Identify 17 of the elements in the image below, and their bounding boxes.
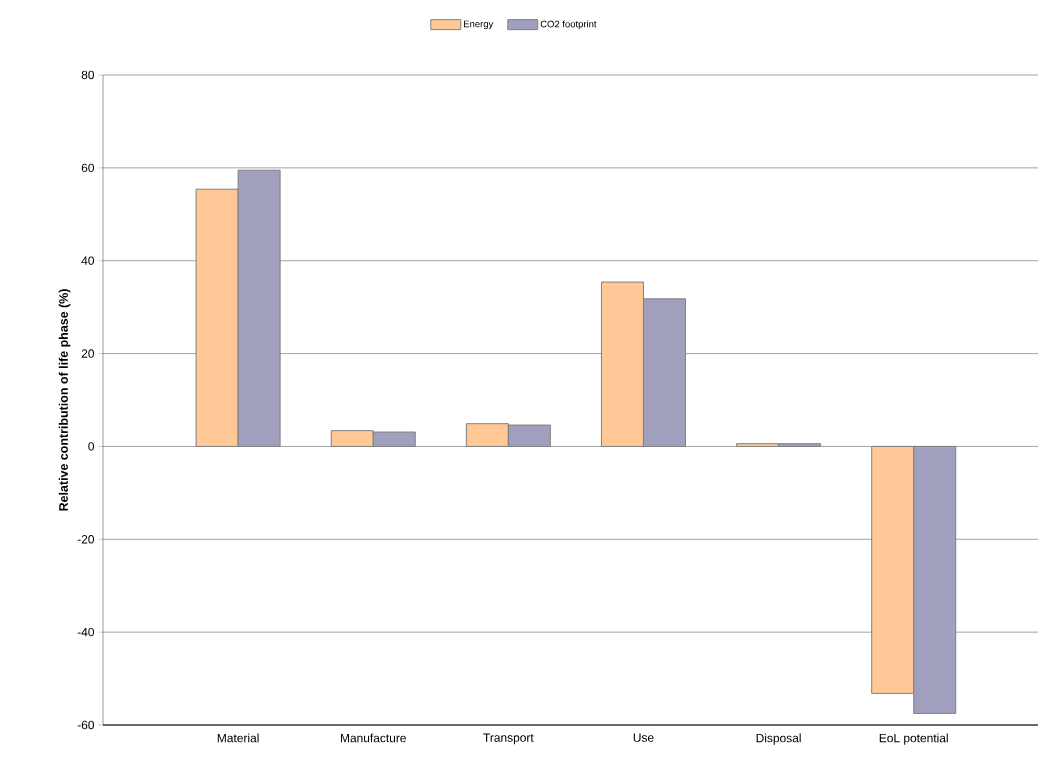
y-axis-title: Relative contribution of life phase (%) xyxy=(58,289,71,511)
y-tick-label: 0 xyxy=(88,442,95,451)
x-tick-label: Manufacture xyxy=(340,733,406,743)
y-tick-label: 80 xyxy=(81,70,95,80)
x-tick-label: Use xyxy=(633,733,654,742)
y-tick-label: 20 xyxy=(81,349,95,358)
legend-label: CO2 footprint xyxy=(540,20,597,30)
y-tick-label: 60 xyxy=(81,163,95,173)
x-tick-label: EoL potential xyxy=(879,733,948,745)
x-tick-label: Disposal xyxy=(756,733,801,745)
legend-label: Energy xyxy=(464,20,494,30)
y-tick-label: 40 xyxy=(81,256,95,265)
x-tick-label: Transport xyxy=(483,733,534,745)
y-tick-label: -40 xyxy=(77,627,95,637)
x-tick-label: Material xyxy=(217,733,259,743)
y-tick-label: -60 xyxy=(77,720,95,730)
y-tick-label: -20 xyxy=(77,535,95,544)
